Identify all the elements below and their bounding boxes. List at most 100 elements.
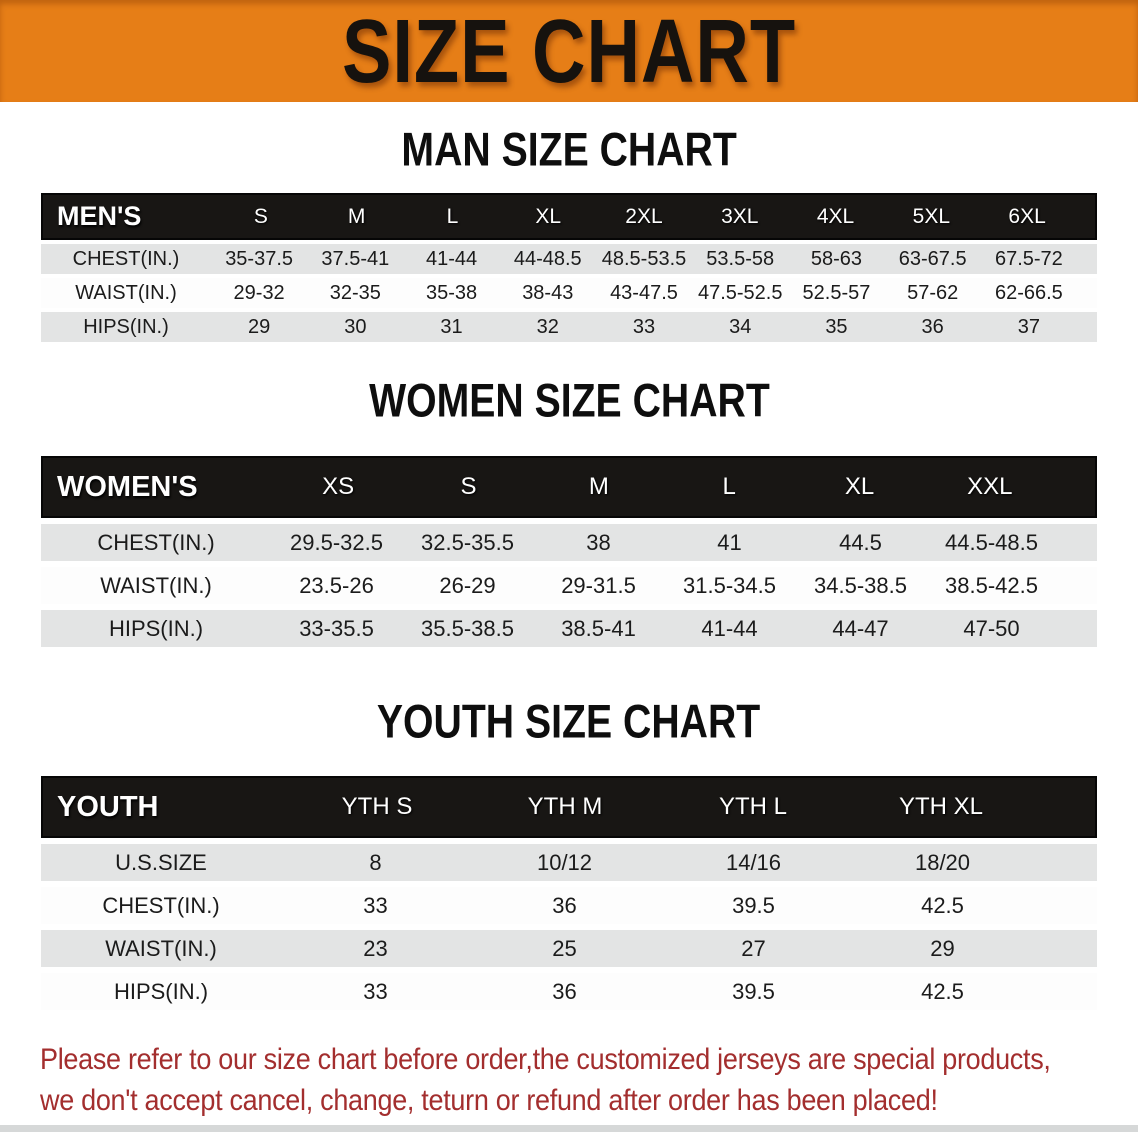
size-cell: 57-62 (907, 281, 959, 304)
size-cell: 30 (344, 315, 367, 338)
size-cell: 29 (930, 935, 955, 961)
size-cell: 53.5-58 (706, 247, 775, 270)
size-cell: 29-32 (233, 281, 285, 304)
size-cell: 44-48.5 (513, 247, 582, 270)
youth-table-row: WAIST(IN.) 23 25 27 29 (41, 930, 1097, 967)
row-label: U.S.SIZE (115, 849, 207, 875)
size-cell: 29.5-32.5 (290, 529, 383, 555)
size-cell: 52.5-57 (802, 281, 871, 304)
men-column-header: L (446, 204, 459, 228)
size-cell: 35 (825, 315, 848, 338)
men-size-table: MEN'S S M L XL 2XL 3XL 4XL 5XL 6XL CHEST(IN.) 35-37… (41, 193, 1097, 342)
size-cell: 58-63 (810, 247, 863, 270)
women-section-heading: WOMEN SIZE CHART (0, 375, 1138, 427)
size-cell: 63-67.5 (898, 247, 967, 270)
size-cell: 32-35 (329, 281, 381, 304)
youth-section-heading-text: YOUTH SIZE CHART (377, 696, 761, 748)
men-column-header: 5XL (912, 204, 951, 228)
men-column-header: S (253, 204, 268, 228)
disclaimer-line-1: Please refer to our size chart before or… (40, 1042, 1051, 1076)
row-label: HIPS(IN.) (108, 615, 204, 641)
size-cell: 38.5-41 (561, 615, 636, 641)
youth-column-header: YTH S (341, 793, 413, 820)
size-cell: 33 (363, 892, 388, 918)
men-column-header: M (347, 204, 366, 228)
size-cell: 34.5-38.5 (814, 572, 907, 598)
women-table-row: CHEST(IN.) 29.5-32.5 32.5-35.5 38 41 44.5 44.5… (41, 524, 1097, 561)
women-column-header: L (722, 473, 736, 500)
size-cell: 26-29 (439, 572, 496, 598)
size-cell: 29-31.5 (561, 572, 636, 598)
youth-column-header: YTH L (718, 793, 787, 820)
men-column-header: 3XL (721, 204, 759, 228)
size-cell: 37 (1017, 315, 1040, 338)
women-section-heading-text: WOMEN SIZE CHART (368, 375, 770, 427)
size-cell: 32.5-35.5 (421, 529, 514, 555)
size-cell: 23 (363, 935, 388, 961)
size-cell: 37.5-41 (321, 247, 390, 270)
size-cell: 39.5 (732, 892, 775, 918)
size-cell: 35-38 (425, 281, 478, 304)
youth-table-row: U.S.SIZE 8 10/12 14/16 18/20 (41, 844, 1097, 881)
men-table-row: WAIST(IN.) 29-32 32-35 35-38 38-43 43-47.5 47.… (41, 278, 1097, 308)
size-chart-banner: SIZE CHART (0, 0, 1138, 102)
row-label: WAIST(IN.) (75, 281, 177, 304)
size-cell: 44-47 (832, 615, 889, 641)
size-cell: 33 (363, 978, 388, 1004)
row-label: WAIST(IN.) (105, 935, 217, 961)
size-cell: 38-43 (522, 281, 574, 304)
size-cell: 8 (369, 849, 382, 875)
size-cell: 44.5 (839, 529, 882, 555)
youth-table-row: CHEST(IN.) 33 36 39.5 42.5 (41, 887, 1097, 924)
women-column-header: XL (844, 473, 875, 500)
men-corner-label: MEN'S (57, 201, 142, 231)
size-cell: 29 (247, 315, 271, 338)
women-table-header-row: WOMEN'S XS S M L XL XXL (41, 456, 1097, 518)
banner-title: SIZE CHART (341, 0, 797, 102)
women-column-header: XXL (967, 473, 1013, 500)
men-column-header: 4XL (816, 204, 855, 228)
women-column-header: M (588, 473, 609, 500)
size-cell: 31 (440, 315, 463, 338)
women-table-row: HIPS(IN.) 33-35.5 35.5-38.5 38.5-41 41-44 44-… (41, 610, 1097, 647)
size-cell: 32 (536, 315, 559, 338)
men-column-header: 6XL (1008, 204, 1046, 228)
size-cell: 36 (552, 892, 577, 918)
size-cell: 36 (921, 315, 944, 338)
youth-column-header: YTH XL (898, 793, 984, 820)
disclaimer-note: Please refer to our size chart before or… (40, 1037, 1138, 1119)
women-corner-label: WOMEN'S (57, 470, 198, 503)
women-table-row: WAIST(IN.) 23.5-26 26-29 29-31.5 31.5-34.5 34… (41, 567, 1097, 604)
row-label: WAIST(IN.) (100, 572, 212, 598)
row-label: CHEST(IN.) (72, 247, 180, 270)
size-cell: 41-44 (701, 615, 758, 641)
size-cell: 27 (741, 935, 766, 961)
size-cell: 38 (586, 529, 611, 555)
youth-section-heading: YOUTH SIZE CHART (0, 696, 1138, 748)
youth-size-table: YOUTH YTH S YTH M YTH L YTH XL U.S.SIZE 8 10/12… (41, 776, 1097, 1010)
size-cell: 42.5 (921, 978, 964, 1004)
size-cell: 34 (729, 315, 752, 338)
size-cell: 33-35.5 (299, 615, 374, 641)
size-cell: 38.5-42.5 (945, 572, 1038, 598)
men-table-header-row: MEN'S S M L XL 2XL 3XL 4XL 5XL 6XL (41, 193, 1097, 240)
bottom-border-strip (0, 1125, 1138, 1132)
men-table-row: CHEST(IN.) 35-37.5 37.5-41 41-44 44-48.5 48.5… (41, 244, 1097, 274)
row-label: HIPS(IN.) (113, 978, 209, 1004)
row-label: CHEST(IN.) (102, 892, 220, 918)
youth-table-row: HIPS(IN.) 33 36 39.5 42.5 (41, 973, 1097, 1010)
size-cell: 39.5 (732, 978, 775, 1004)
size-cell: 14/16 (725, 849, 782, 875)
size-cell: 47.5-52.5 (697, 281, 783, 304)
size-cell: 33 (632, 315, 656, 338)
women-column-header: XS (322, 473, 355, 500)
size-cell: 44.5-48.5 (945, 529, 1038, 555)
size-cell: 62-66.5 (994, 281, 1063, 304)
size-cell: 43-47.5 (610, 281, 678, 304)
men-section-heading: MAN SIZE CHART (0, 124, 1138, 176)
size-cell: 23.5-26 (299, 572, 374, 598)
youth-corner-label: YOUTH (57, 790, 159, 823)
size-cell: 42.5 (921, 892, 964, 918)
size-cell: 47-50 (963, 615, 1020, 641)
men-column-header: XL (535, 204, 562, 228)
